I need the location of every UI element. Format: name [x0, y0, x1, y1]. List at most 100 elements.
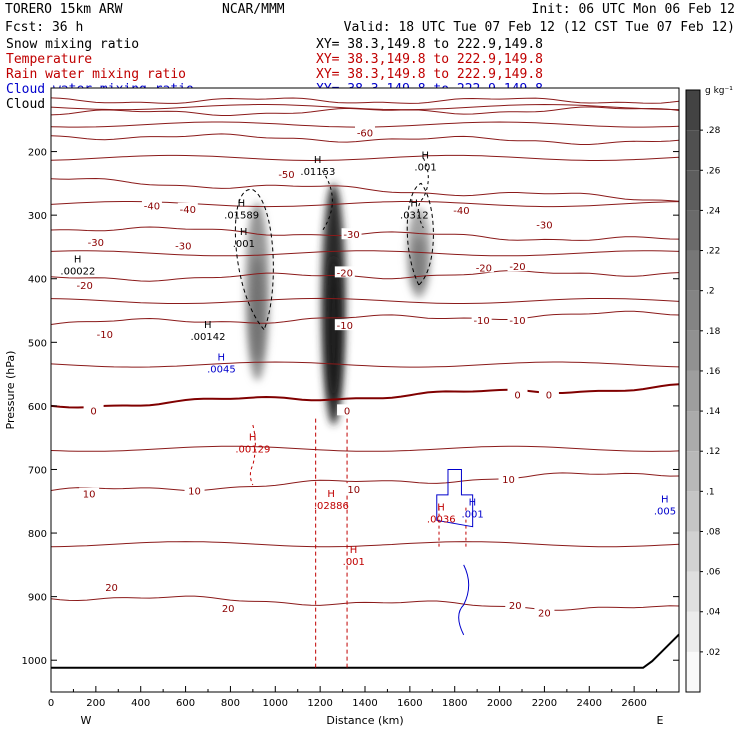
temperature-label: -40 [144, 202, 160, 213]
colorbar-bin [686, 651, 700, 692]
temperature-label-bg [177, 202, 198, 214]
temperature-contour [51, 250, 679, 257]
temperature-label: -60 [357, 129, 373, 140]
maximum-marker: H [469, 497, 477, 508]
colorbar-tick-label: .18 [706, 327, 721, 337]
colorbar-bin [686, 90, 700, 131]
temperature-labels: -60 -50 -40 -40 -40 -30 -30 -30 -30 -20 -20 -20 -20 -… [74, 126, 559, 620]
colorbar-bin [686, 451, 700, 492]
temperature-label-bg [507, 314, 528, 326]
temperature-contour [51, 541, 679, 548]
temperature-label-bg [505, 598, 526, 610]
maximum-value: .00022 [60, 266, 95, 277]
maximum-marker: H [249, 432, 257, 443]
temperature-label: 20 [105, 583, 118, 594]
x-axis: 0 200 400 600 800 1000 1200 1400 1600 1800 2000 220… [48, 686, 658, 709]
ice-contour [417, 157, 429, 229]
model-title: TORERO 15km ARW [5, 2, 123, 17]
temperature-label: 10 [347, 485, 360, 496]
colorbar-bin [686, 210, 700, 251]
x-tick-label: 1600 [397, 698, 422, 709]
x-tick-label: 800 [221, 698, 240, 709]
temperature-label-bg [538, 388, 559, 400]
hydrometeor-contours [51, 157, 679, 669]
temperature-label-bg [498, 473, 519, 485]
temperature-label-bg [83, 404, 104, 416]
temperature-label: 0 [90, 406, 96, 417]
temperature-label-bg [276, 167, 297, 179]
colorbar-frame [685, 89, 701, 693]
maximum-marker: H [350, 545, 358, 556]
y-tick-label: 700 [28, 465, 47, 476]
maximum-marker: H [410, 198, 418, 209]
temperature-label: -30 [343, 230, 359, 241]
colorbar-bin [686, 571, 700, 612]
colorbar-tick-label: .28 [706, 126, 721, 136]
temperature-contour [51, 383, 679, 409]
x-tick-label: 200 [86, 698, 105, 709]
maximum-marker: H [437, 502, 445, 513]
y-tick-label: 400 [28, 275, 47, 286]
maximum-value: .00129 [235, 444, 270, 455]
x-tick-label: 400 [131, 698, 150, 709]
y-axis-label: Pressure (hPa) [4, 351, 17, 430]
temperature-contour [51, 177, 679, 202]
temperature-label: 20 [222, 604, 235, 615]
cloud-water-contour [458, 564, 470, 636]
x-tick-label: 600 [176, 698, 195, 709]
temperature-contour [51, 270, 679, 282]
temperature-label-bg [334, 319, 355, 331]
temperature-label-bg [74, 279, 95, 291]
colorbar-tick-label: .24 [706, 206, 721, 216]
maximum-marker: H [217, 352, 225, 363]
temperature-label: 20 [509, 601, 522, 612]
east-endpoint-label: E [657, 714, 664, 727]
maximum-value: .01589 [224, 210, 259, 221]
x-tick-label: 1800 [442, 698, 467, 709]
maximum-value: .001 [343, 557, 365, 568]
x-tick-label: 1400 [352, 698, 377, 709]
temperature-contour [51, 297, 679, 304]
temperature-label: -30 [88, 238, 104, 249]
temperature-label-bg [334, 266, 355, 278]
temperature-contour [51, 154, 679, 161]
temperature-label-bg [343, 483, 364, 495]
x-tick-label: 1200 [307, 698, 332, 709]
colorbar-bin [686, 330, 700, 371]
colorbar-tick-label: .04 [706, 608, 721, 618]
maximum-value: .005 [654, 507, 676, 518]
temperature-label-bg [173, 239, 194, 251]
temperature-label-bg [471, 314, 492, 326]
maximum-marker: H [327, 489, 335, 500]
temperature-label: -20 [337, 268, 353, 279]
colorbar-tick-label: .26 [706, 166, 721, 176]
temperature-label: 10 [502, 475, 515, 486]
y-tick-label: 200 [28, 148, 47, 159]
maximum-value: .00142 [191, 332, 226, 343]
ice-contour [234, 189, 274, 330]
colorbar-tick-label: .12 [706, 447, 720, 457]
colorbar-bin [686, 611, 700, 652]
temperature-label-bg [341, 228, 362, 240]
maximum-value: .001 [233, 239, 255, 250]
field-label: Rain water mixing ratio [6, 67, 186, 82]
temperature-contour [51, 103, 679, 111]
org-label: NCAR/MMM [222, 2, 285, 17]
temperature-label: -30 [175, 242, 191, 253]
maximum-marker: H [204, 320, 212, 331]
y-tick-label: 300 [28, 211, 47, 222]
x-tick-label: 1000 [263, 698, 288, 709]
temperature-label: -10 [473, 316, 489, 327]
x-tick-label: 0 [48, 698, 54, 709]
colorbar-bin [686, 290, 700, 331]
colorbar-bin [686, 370, 700, 412]
snow-plume-core [251, 255, 264, 363]
temperature-label: 10 [83, 490, 96, 501]
maximum-value: .02886 [314, 501, 349, 512]
temperature-contour [51, 133, 679, 145]
x-tick-label: 2400 [577, 698, 602, 709]
y-tick-label: 500 [28, 338, 47, 349]
maximum-value: .001 [462, 509, 484, 520]
temperature-label-bg [184, 484, 205, 496]
